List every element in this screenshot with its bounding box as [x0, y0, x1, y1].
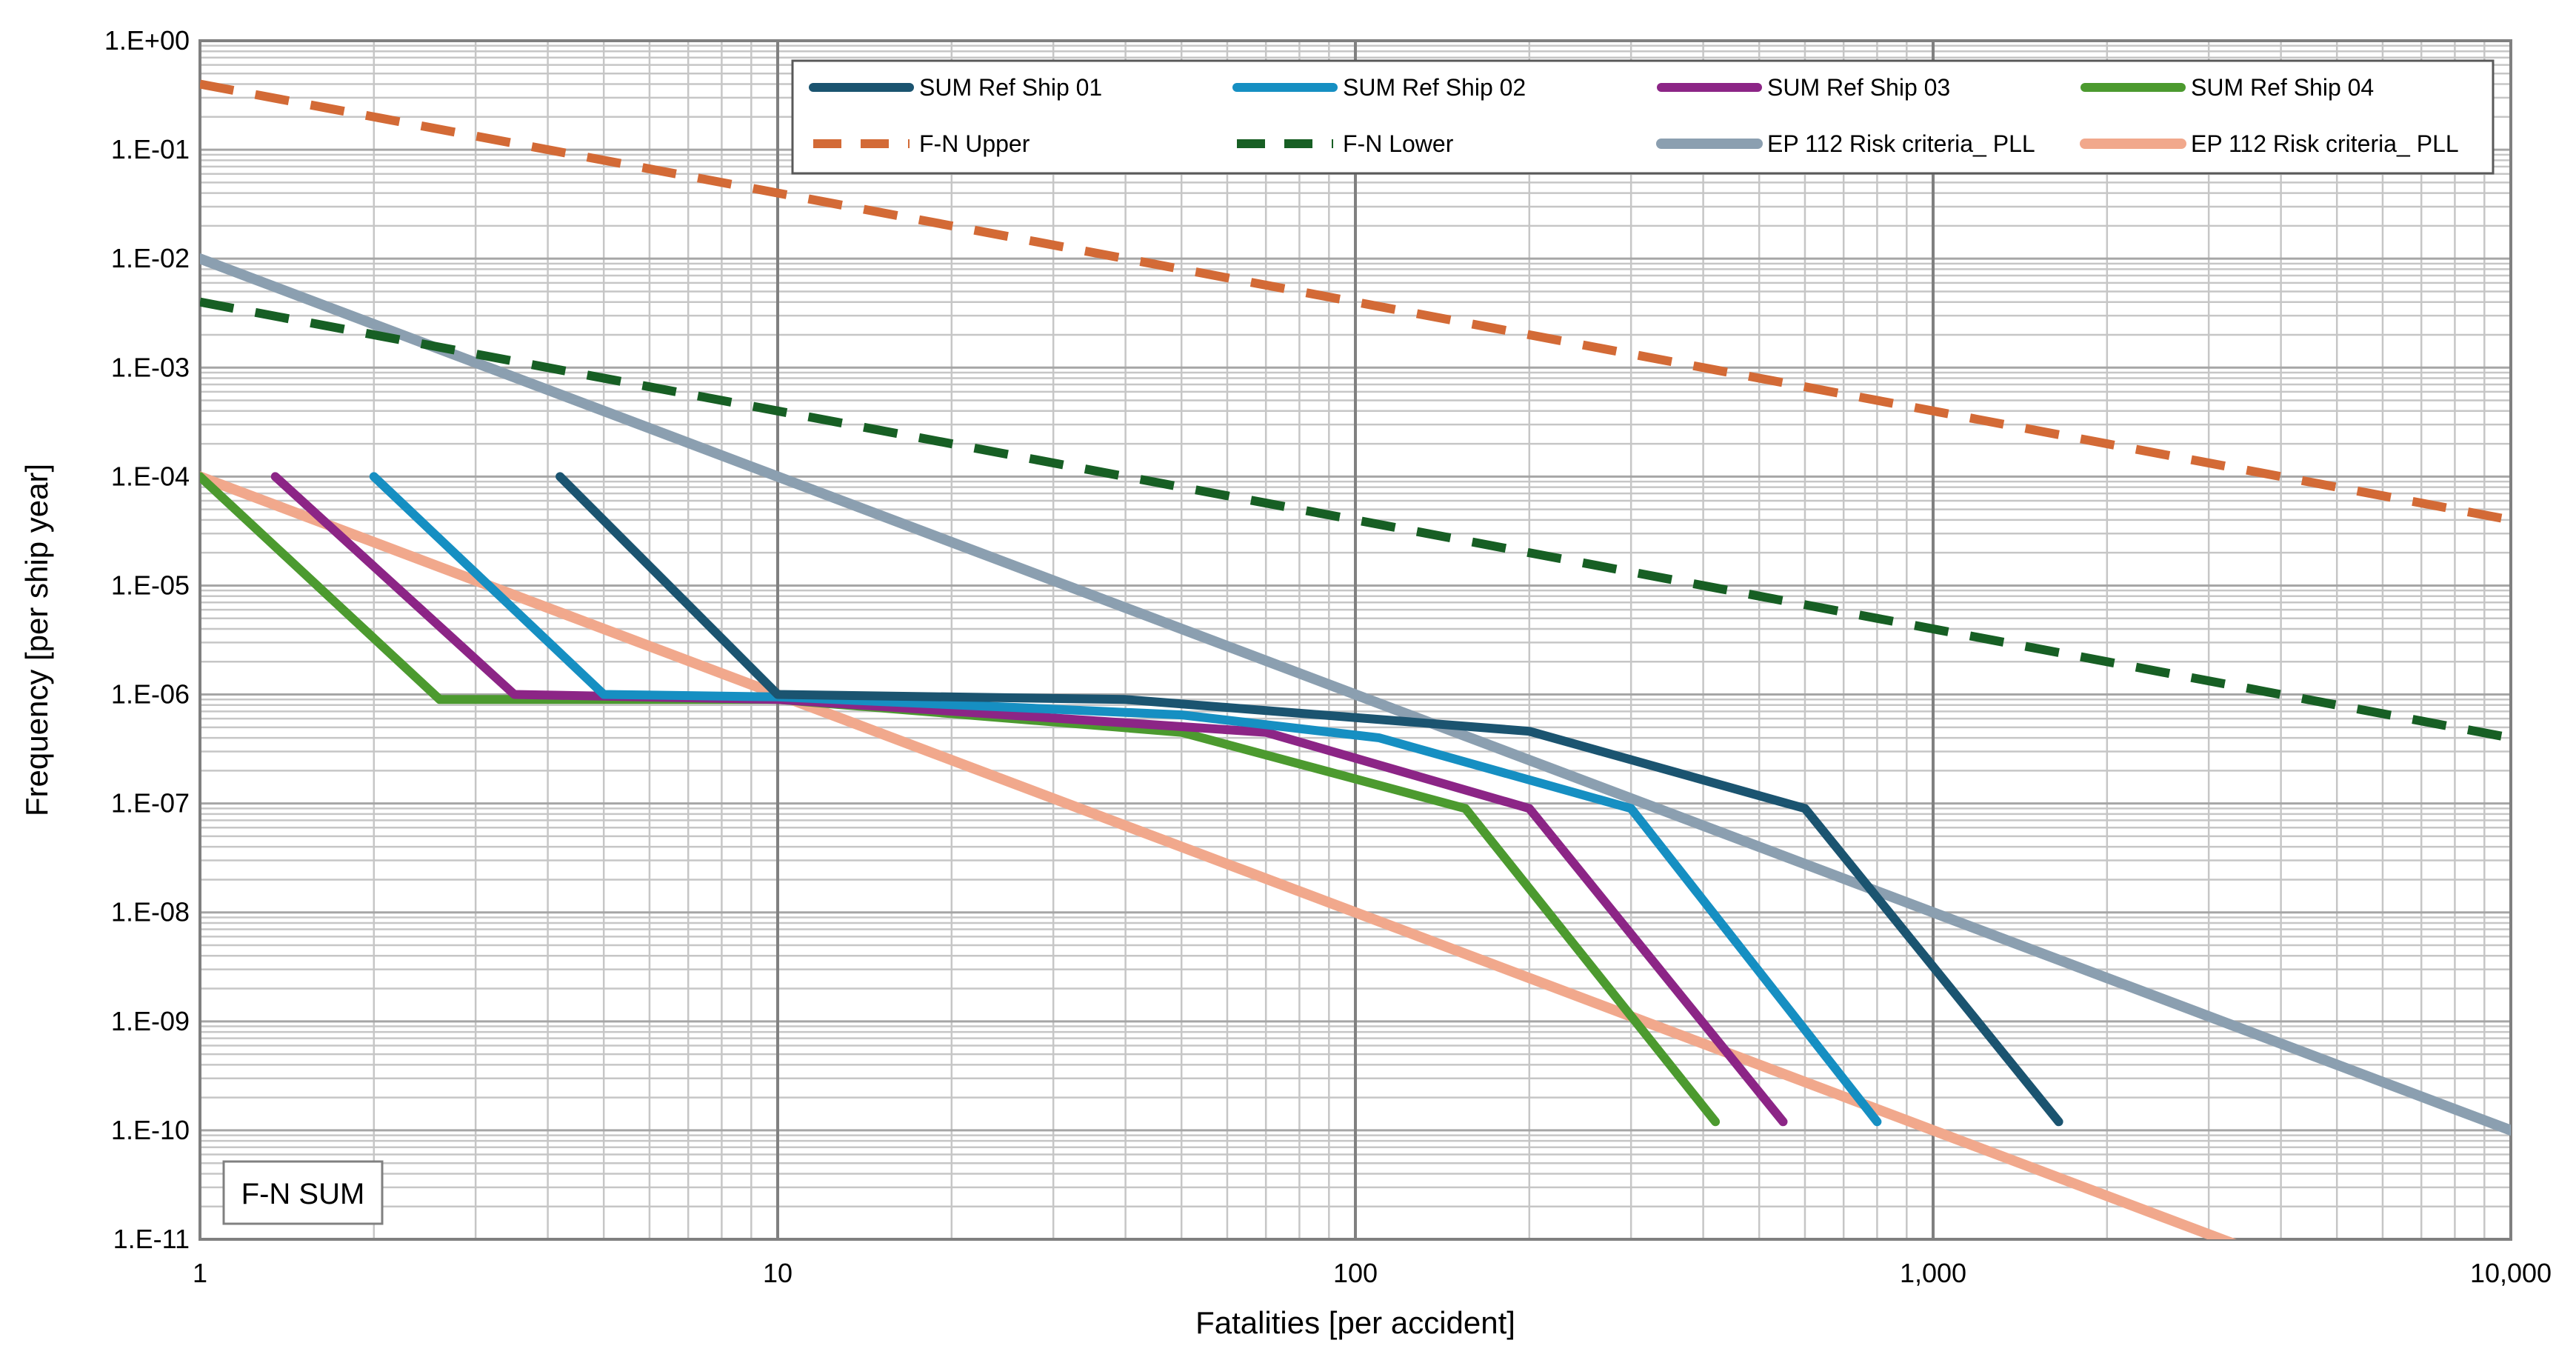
- x-axis-title: Fatalities [per accident]: [1195, 1305, 1515, 1340]
- legend-label-4: SUM Ref Ship 04: [2191, 74, 2374, 101]
- x-tick-label: 1,000: [1900, 1258, 1966, 1288]
- legend: SUM Ref Ship 01 SUM Ref Ship 02 SUM Ref Sh…: [791, 59, 2495, 175]
- y-tick-label: 1.E-11: [113, 1224, 190, 1254]
- x-tick-labels: 1 10 100 1,000 10,000: [193, 1258, 2552, 1288]
- x-tick-label: 10,000: [2470, 1258, 2552, 1288]
- y-tick-labels: 1.E-11 1.E-10 1.E-09 1.E-08 1.E-07 1.E-06 1.E-…: [104, 25, 190, 1254]
- y-tick-label: 1.E-08: [111, 897, 190, 927]
- legend-label-6: F-N Lower: [1343, 130, 1454, 157]
- y-tick-label: 1.E-04: [111, 461, 190, 491]
- y-tick-label: 1.E-01: [111, 134, 190, 164]
- series-line-7: [200, 253, 2511, 1136]
- y-tick-label: 1.E-05: [111, 570, 190, 600]
- series-line-1: [555, 472, 2063, 1127]
- x-tick-label: 10: [763, 1258, 793, 1288]
- y-tick-label: 1.E-06: [111, 679, 190, 710]
- series-line-2: [369, 472, 1882, 1127]
- x-tick-label: 1: [193, 1258, 207, 1288]
- x-tick-label: 100: [1333, 1258, 1378, 1288]
- annotation-box: F-N SUM: [222, 1160, 384, 1225]
- legend-box: [791, 59, 2495, 175]
- legend-label-1: SUM Ref Ship 01: [919, 74, 1102, 101]
- y-tick-label: 1.E-09: [111, 1006, 190, 1036]
- plot-border: [198, 39, 2512, 1241]
- series-line-8: [200, 471, 2237, 1239]
- y-tick-label: 1.E-02: [111, 243, 190, 273]
- y-axis-title: Frequency [per ship year]: [19, 464, 54, 816]
- legend-label-3: SUM Ref Ship 03: [1767, 74, 1950, 101]
- legend-label-2: SUM Ref Ship 02: [1343, 74, 1526, 101]
- series-line-3: [270, 472, 1788, 1127]
- y-tick-label: 1.E-10: [111, 1115, 190, 1145]
- legend-label-7: EP 112 Risk criteria_ PLL: [1767, 130, 2035, 157]
- y-tick-label: 1.E-03: [111, 352, 190, 382]
- annotation-text: F-N SUM: [241, 1178, 365, 1210]
- series-group: [200, 79, 2511, 1239]
- y-tick-label: 1.E-07: [111, 788, 190, 819]
- legend-label-8: EP 112 Risk criteria_ PLL: [2191, 130, 2459, 157]
- y-tick-label: 1.E+00: [104, 25, 190, 56]
- legend-label-5: F-N Upper: [919, 130, 1030, 157]
